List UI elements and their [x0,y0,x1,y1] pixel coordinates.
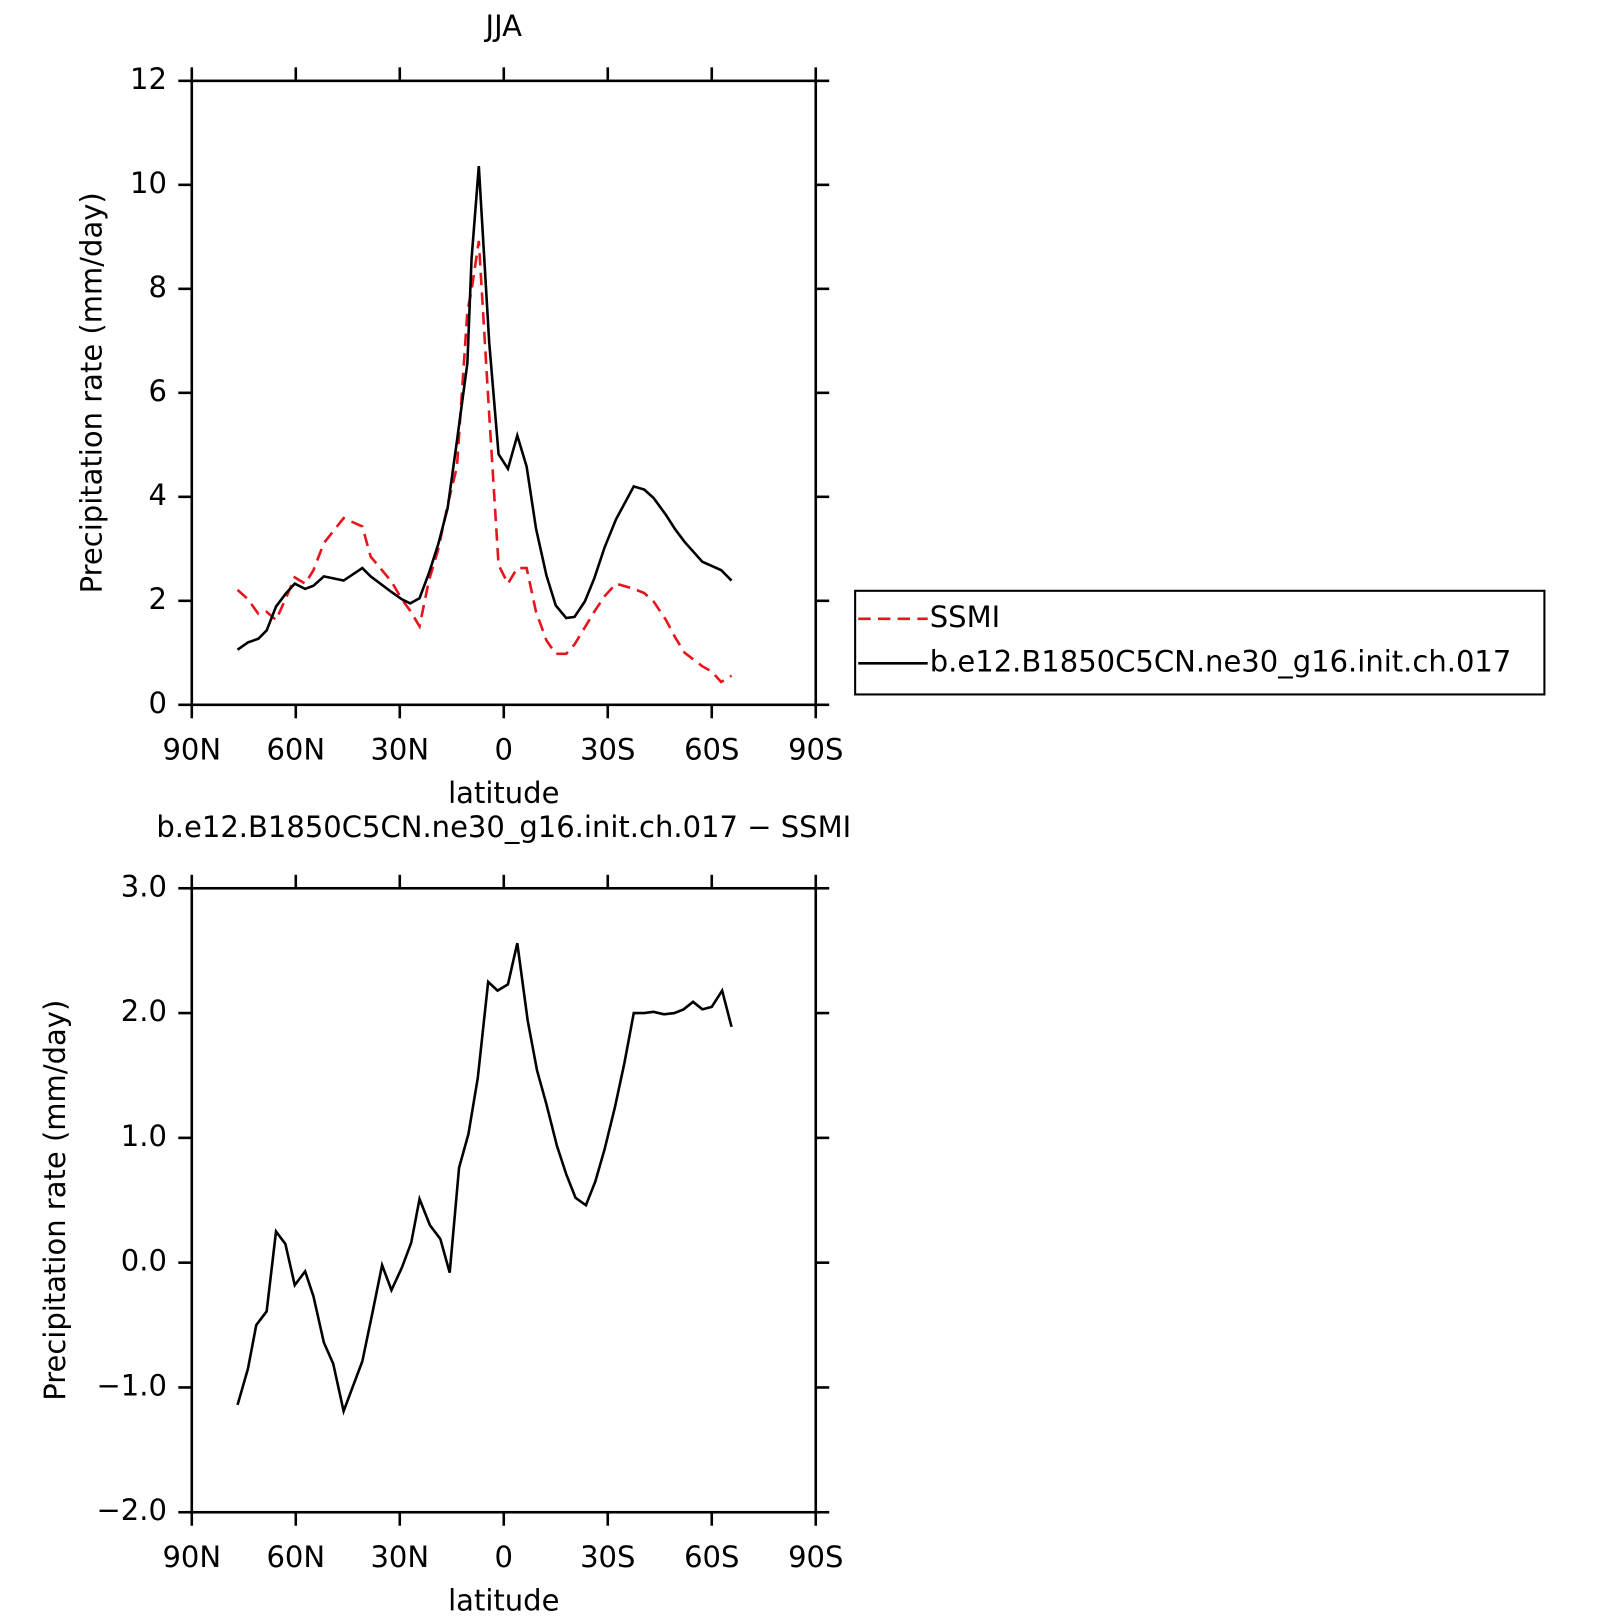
y-axis-label: Precipitation rate (mm/day) [74,192,108,593]
x-tick-label: 30N [370,732,429,766]
y-tick-label: 3.0 [121,869,167,903]
data-line [236,166,733,651]
x-tick-label: 90N [162,732,221,766]
y-tick-label: 4 [148,478,166,512]
x-tick-label: 60S [684,1540,739,1574]
chart-title: JJA [484,9,523,43]
y-tick-label: −1.0 [96,1368,166,1402]
x-tick-label: 30S [580,1540,635,1574]
y-tick-label: 2 [148,582,166,616]
data-line [236,942,733,1416]
y-tick-label: 6 [148,374,166,408]
y-tick-label: 1.0 [121,1119,167,1153]
plot-frame [190,886,818,1514]
y-tick-label: 0.0 [121,1244,167,1278]
x-axis-label: latitude [448,776,559,810]
x-tick-label: 90S [788,1540,843,1574]
x-tick-label: 30S [580,732,635,766]
y-tick-label: 8 [148,270,166,304]
x-tick-label: 0 [495,1540,513,1574]
x-tick-label: 60N [266,732,325,766]
x-axis-label: latitude [448,1583,559,1617]
y-tick-label: 12 [130,62,167,96]
x-tick-label: 30N [370,1540,429,1574]
y-axis-label: Precipitation rate (mm/day) [38,1000,72,1401]
x-tick-label: 0 [495,732,513,766]
y-tick-label: −2.0 [96,1493,166,1527]
y-tick-label: 2.0 [121,994,167,1028]
x-tick-label: 90S [788,732,843,766]
y-tick-label: 0 [148,686,166,720]
chart-title: b.e12.B1850C5CN.ne30_g16.init.ch.017 − S… [156,810,851,844]
legend-label: b.e12.B1850C5CN.ne30_g16.init.ch.017 [930,644,1512,678]
data-line [236,240,733,684]
legend-label: SSMI [930,600,1000,634]
y-tick-label: 10 [130,166,167,200]
x-tick-label: 60S [684,732,739,766]
x-tick-label: 60N [266,1540,325,1574]
x-tick-label: 90N [162,1540,221,1574]
plot-frame [190,79,818,707]
legend-box [854,589,1546,696]
